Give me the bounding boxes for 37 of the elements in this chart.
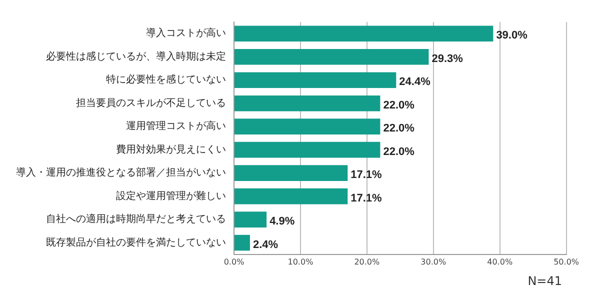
data-label: 39.0% <box>496 30 528 42</box>
data-label: 24.4% <box>399 76 431 88</box>
y-tick-label: 担当要員のスキルが不足している <box>76 96 226 109</box>
bar <box>234 95 380 112</box>
y-tick-label: 自社への適用は時期尚早だと考えている <box>46 213 226 226</box>
x-tick-label: 20.0% <box>354 257 380 266</box>
y-tick-label: 導入・運用の推進役となる部署／担当がいない <box>16 166 226 179</box>
x-tick-label: 10.0% <box>288 257 314 266</box>
bar <box>234 48 429 65</box>
y-tick-label: 既存製品が自社の要件を満たしていない <box>46 236 226 248</box>
data-label: 22.0% <box>383 122 415 135</box>
y-tick-label: 運用管理コストが高い <box>126 120 226 132</box>
y-tick-label: 必要性は感じているが、導入時期は未定 <box>46 50 226 62</box>
bar <box>234 142 380 158</box>
bar <box>234 165 348 181</box>
y-tick-label: 設定や運用管理が難しい <box>116 190 226 202</box>
data-label: 2.4% <box>252 238 278 251</box>
data-label: 17.1% <box>350 192 382 204</box>
x-tick-label: 0.0% <box>224 257 245 266</box>
data-label: 22.0% <box>383 99 415 112</box>
y-tick-label: 費用対効果が見えにくい <box>116 143 226 156</box>
bar <box>234 26 494 42</box>
bar <box>234 72 396 88</box>
x-tick-label: 40.0% <box>487 257 513 266</box>
data-label: 29.3% <box>432 52 464 65</box>
x-tick-label: 30.0% <box>420 257 446 266</box>
data-label: 22.0% <box>383 146 415 158</box>
y-tick-label: 導入コストが高い <box>146 27 226 40</box>
bar <box>234 234 250 251</box>
data-label: 17.1% <box>350 169 382 182</box>
y-tick-label: 特に必要性を感じていない <box>106 74 226 86</box>
bar <box>234 118 380 134</box>
x-tick-label: 50.0% <box>554 257 580 266</box>
bar <box>234 212 267 228</box>
data-label: 4.9% <box>270 216 295 228</box>
text: N=41 <box>528 274 562 288</box>
bar <box>234 188 348 204</box>
